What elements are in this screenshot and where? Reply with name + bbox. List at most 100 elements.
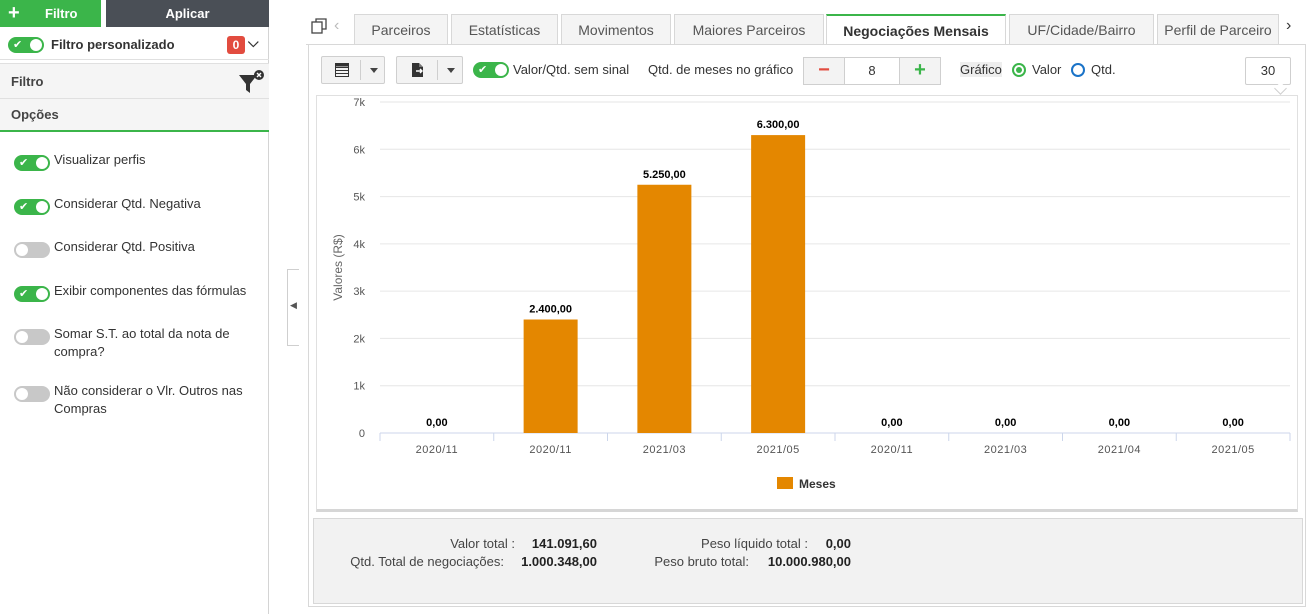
apply-label: Aplicar [165,6,210,21]
data-label: 5.250,00 [643,169,686,181]
bar [637,184,692,433]
tab-perfil-de-parceiro[interactable]: Perfil de Parceiro [1157,14,1279,45]
bar [523,319,578,433]
add-filter-label: Filtro [45,6,78,21]
x-tick-label: 2021/03 [643,444,686,456]
tab-negociacoes-mensais[interactable]: Negociações Mensais [826,14,1006,46]
legend-label: Meses [799,477,836,491]
option-toggle[interactable] [14,386,50,402]
caret-down-icon[interactable] [370,68,378,73]
y-axis-title: Valores (R$) [331,234,345,300]
unsigned-values-label: Valor/Qtd. sem sinal [513,62,630,77]
data-label: 0,00 [426,417,447,429]
y-tick-label: 2k [353,333,365,345]
months-decrement-button[interactable]: − [803,57,845,85]
data-label: 0,00 [1222,417,1243,429]
filter-section-header: Filtro [0,63,269,99]
tab-uf-cidade-bairro[interactable]: UF/Cidade/Bairro [1009,14,1154,45]
x-tick-label: 2021/05 [1211,444,1254,456]
data-label: 0,00 [1109,417,1130,429]
tabs-next-icon[interactable]: › [1286,17,1292,34]
y-tick-label: 3k [353,286,365,298]
tab-bar: ‹ Parceiros Estatísticas Movimentos Maio… [306,13,1306,46]
data-label: 0,00 [881,417,902,429]
add-filter-button[interactable]: + Filtro [0,0,101,27]
months-label: Qtd. de meses no gráfico [648,62,794,77]
x-tick-label: 2020/11 [871,444,913,456]
x-tick-label: 2021/05 [756,444,799,456]
x-tick-label: 2021/04 [1098,444,1141,456]
radio-valor[interactable] [1012,63,1026,77]
option-label: Somar S.T. ao total da nota de compra? [54,326,230,359]
option-toggle[interactable] [14,242,50,258]
unsigned-values-toggle[interactable]: ✔ [473,62,509,78]
grid-view-button[interactable] [321,56,385,84]
chart-container: 0 1k 2k 3k 4k 5k 6k 7k Valores (R$) 0,00 2020/11 2.… [316,95,1298,512]
bar [751,135,806,433]
peso-liquido-value: 0,00 [825,536,851,551]
chevron-left-icon: ◀ [290,300,297,310]
peso-bruto-value: 10.000.980,00 [767,554,851,569]
peso-liquido-label: Peso líquido total : [701,536,808,551]
valor-total-value: 141.091,60 [531,536,597,551]
months-input[interactable]: 8 [845,57,899,85]
options-section-title: Opções [11,107,59,122]
page-size-input[interactable]: 30 [1245,57,1291,85]
collapse-sidebar-handle[interactable]: ◀ [287,269,299,346]
tab-estatisticas[interactable]: Estatísticas [451,14,558,45]
option-label: Considerar Qtd. Positiva [54,239,195,254]
custom-filter-count-badge: 0 [227,36,245,54]
data-label: 2.400,00 [529,304,572,316]
option-label: Exibir componentes das fórmulas [54,283,247,298]
summary-panel: Valor total : 141.091,60 Qtd. Total de n… [313,518,1303,604]
chart-label: Gráfico [960,62,1002,77]
options-section-header: Opções [0,99,269,132]
custom-filter-toggle[interactable]: ✔ [8,37,44,53]
radio-valor-label[interactable]: Valor [1032,62,1062,77]
radio-qtd[interactable] [1071,63,1085,77]
tab-maiores-parceiros[interactable]: Maiores Parceiros [674,14,824,45]
sidebar-top-buttons: + Filtro Aplicar [0,0,269,27]
peso-bruto-label: Peso bruto total: [654,554,749,569]
option-label: Não considerar o Vlr. Outros nas Compras [54,383,243,416]
y-tick-label: 1k [353,381,365,393]
apply-button[interactable]: Aplicar [106,0,269,27]
filter-section-title: Filtro [11,74,44,89]
x-tick-label: 2021/03 [984,444,1027,456]
y-tick-label: 5k [353,192,365,204]
tabs-divider [306,44,1306,45]
copy-icon[interactable] [311,18,327,34]
tabs-prev-icon[interactable]: ‹ [334,17,340,34]
x-tick-label: 2020/11 [529,444,571,456]
months-increment-button[interactable]: + [899,57,941,85]
option-toggle[interactable] [14,329,50,345]
option-toggle[interactable]: ✔ [14,286,50,302]
y-tick-label: 4k [353,239,365,251]
radio-qtd-label[interactable]: Qtd. [1091,62,1116,77]
legend-swatch [777,477,793,489]
option-label: Visualizar perfis [54,152,146,167]
chevron-down-icon[interactable]: ⌵ [248,34,259,50]
y-tick-label: 6k [353,144,365,156]
valor-total-label: Valor total : [450,536,515,551]
chart-toolbar: ✔ Valor/Qtd. sem sinal Qtd. de meses no … [321,56,1301,86]
tab-movimentos[interactable]: Movimentos [561,14,671,45]
qtd-total-value: 1.000.348,00 [521,554,597,569]
filter-sidebar: + Filtro Aplicar ✔ Filtro personalizado … [0,0,269,614]
tab-parceiros[interactable]: Parceiros [354,14,448,45]
caret-down-icon[interactable] [447,68,455,73]
y-tick-label: 0 [359,428,365,440]
option-toggle[interactable]: ✔ [14,199,50,215]
export-file-icon [412,63,423,77]
data-label: 6.300,00 [757,119,800,131]
option-label: Considerar Qtd. Negativa [54,196,201,211]
y-tick-label: 7k [353,97,365,109]
grid-icon [335,63,349,77]
option-toggle[interactable]: ✔ [14,155,50,171]
bar-chart: 0 1k 2k 3k 4k 5k 6k 7k Valores (R$) 0,00 2020/11 2.… [331,97,1291,491]
x-tick-label: 2020/11 [416,444,458,456]
custom-filter-row[interactable]: ✔ Filtro personalizado 0 ⌵ [0,30,269,60]
check-icon: ✔ [13,39,23,51]
export-button[interactable] [396,56,463,84]
clear-filter-funnel-icon[interactable] [236,69,266,97]
